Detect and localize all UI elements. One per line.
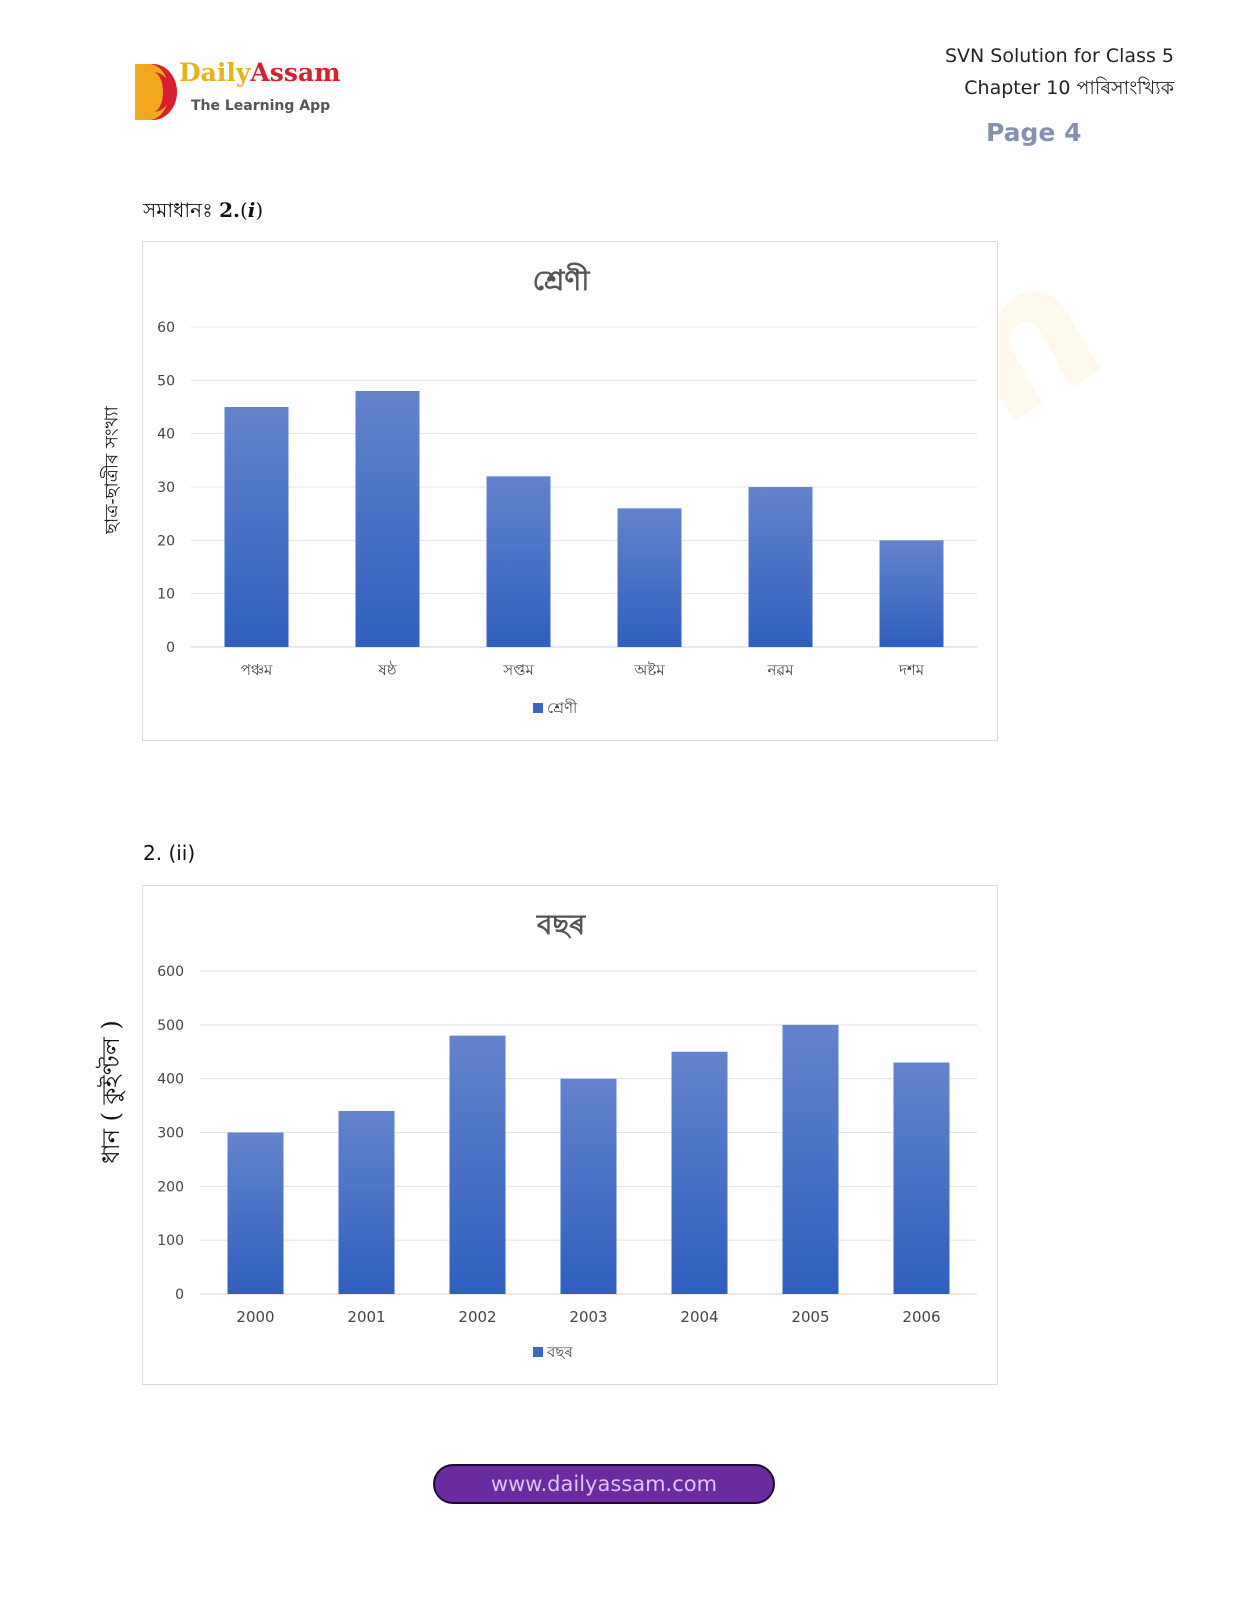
chart2-ylabel: ধান ( কুইণ্টল ) xyxy=(97,1020,125,1164)
chart2-y-tick-label: 500 xyxy=(157,1018,184,1034)
chart2-y-tick-label: 400 xyxy=(157,1072,184,1088)
section1-number: 2. xyxy=(219,198,240,222)
section1-paren-open: ( xyxy=(239,198,248,222)
chart1-x-tick-label: ষষ্ঠ xyxy=(377,661,396,679)
chart1-y-tick-label: 20 xyxy=(157,533,175,549)
chart1-bar xyxy=(748,487,813,647)
chart1-x-tick-label: দশম xyxy=(898,661,925,679)
header-title-line2: Chapter 10 পাৰিসাংখ্যিক xyxy=(964,77,1174,99)
section1-label: সমাধানঃ 2.(i) xyxy=(143,196,263,229)
chart1-bar xyxy=(617,508,682,647)
chart1-svg: শ্ৰেণী 0 10 20 30 40 50 60 পঞ্চম ষষ্ঠ সপ্তম অষ্টম নৱ… xyxy=(157,262,977,717)
chart1-y-tick-label: 10 xyxy=(157,587,175,603)
chart2-svg: বছৰ 0 100 200 300 400 500 600 2000 2001 2002 2003 20… xyxy=(157,908,977,1361)
section1-paren-close: ) xyxy=(255,198,264,222)
chart1-x-tick-label: নৱম xyxy=(766,661,794,679)
logo-tagline: The Learning App xyxy=(191,98,331,114)
chart1-title: শ্ৰেণী xyxy=(533,262,591,297)
chart-class-students: শ্ৰেণী 0 10 20 30 40 50 60 পঞ্চম ষষ্ঠ সপ্তম অষ্টম নৱ… xyxy=(142,241,998,741)
chart1-legend-label: শ্ৰেণী xyxy=(547,699,578,717)
logo: DailyAssam The Learning App xyxy=(135,58,395,128)
section1-roman: i xyxy=(247,198,256,222)
chart2-bar xyxy=(782,1024,839,1294)
chart2-title: বছৰ xyxy=(536,908,587,941)
chart1-y-tick-label: 40 xyxy=(157,427,175,443)
chart2-bar xyxy=(893,1062,950,1294)
chart2-bar xyxy=(227,1132,284,1294)
chart2-y-tick-label: 100 xyxy=(157,1233,184,1249)
chart2-y-tick-label: 0 xyxy=(175,1287,184,1303)
chart1-bar xyxy=(224,407,289,647)
chart1-bar xyxy=(486,476,551,647)
document-header: SVN Solution for Class 5 Chapter 10 পাৰি… xyxy=(945,40,1174,104)
chart2-x-tick-label: 2005 xyxy=(791,1308,829,1326)
chart2-legend-label: বছৰ xyxy=(546,1343,573,1361)
chart1-ylabel: ছাত্ৰ-ছাত্ৰীৰ সংখ্যা xyxy=(101,406,123,534)
chart1-y-tick-label: 0 xyxy=(166,640,175,656)
chart1-legend-swatch xyxy=(533,703,543,713)
chart2-bar xyxy=(671,1051,728,1294)
chart1-bar xyxy=(879,540,944,647)
chart-year-paddy: বছৰ 0 100 200 300 400 500 600 2000 2001 2002 2003 20… xyxy=(142,885,998,1385)
chart2-bar xyxy=(449,1035,506,1294)
logo-name-assam: Assam xyxy=(250,58,341,87)
logo-name-daily: Daily xyxy=(179,58,251,87)
chart1-y-tick-label: 30 xyxy=(157,480,175,496)
website-link[interactable]: www.dailyassam.com xyxy=(433,1464,775,1504)
chart2-x-tick-label: 2004 xyxy=(680,1308,718,1326)
logo-mark-icon xyxy=(135,64,177,120)
header-title-line1: SVN Solution for Class 5 xyxy=(944,45,1174,67)
chart1-x-tick-label: পঞ্চম xyxy=(241,661,273,679)
logo-name: DailyAssam xyxy=(179,58,341,87)
chart1-x-tick-label: সপ্তম xyxy=(502,661,534,679)
chart2-x-tick-label: 2003 xyxy=(569,1308,607,1326)
chart2-x-tick-label: 2000 xyxy=(236,1308,274,1326)
chart2-bar xyxy=(560,1078,617,1294)
section1-prefix: সমাধানঃ xyxy=(143,198,213,222)
chart1-y-tick-label: 50 xyxy=(157,373,175,389)
chart2-y-tick-label: 300 xyxy=(157,1126,184,1142)
chart2-bar xyxy=(338,1110,395,1294)
chart2-legend-swatch xyxy=(533,1347,543,1357)
chart1-y-tick-label: 60 xyxy=(157,320,175,336)
chart2-x-tick-label: 2006 xyxy=(902,1308,940,1326)
chart2-x-tick-label: 2001 xyxy=(347,1308,385,1326)
chart1-bar xyxy=(355,391,420,647)
chart2-y-tick-label: 600 xyxy=(157,964,184,980)
chart2-x-tick-label: 2002 xyxy=(458,1308,496,1326)
chart1-x-tick-label: অষ্টম xyxy=(633,661,665,679)
section2-label: 2. (ii) xyxy=(143,841,196,865)
chart2-y-tick-label: 200 xyxy=(157,1179,184,1195)
page-number: Page 4 xyxy=(986,118,1082,147)
